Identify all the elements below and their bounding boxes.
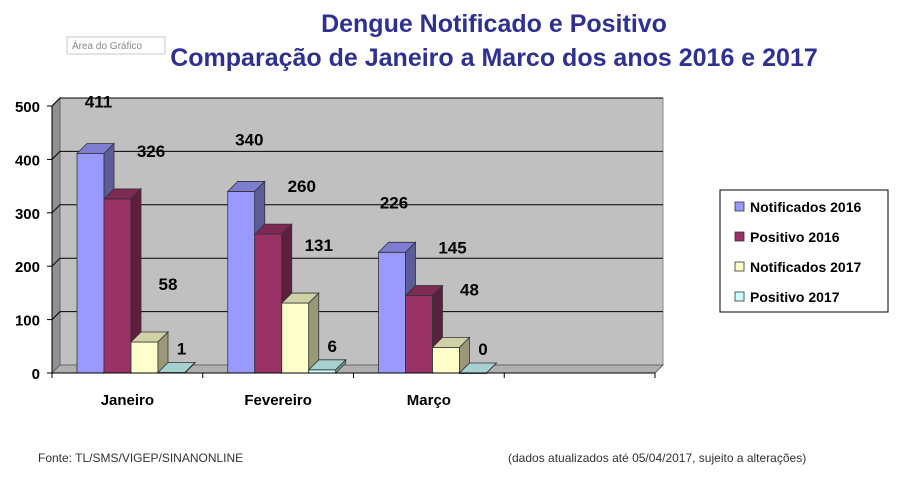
- bar-front: [378, 251, 406, 374]
- side-wall: [51, 96, 61, 375]
- legend-entry: Notificados 2017: [750, 259, 861, 275]
- back-wall: [59, 97, 664, 366]
- data-label: 411: [85, 93, 112, 112]
- data-label: 145: [438, 239, 466, 258]
- legend-box: [719, 189, 889, 313]
- gridline: [51, 311, 663, 320]
- data-label: 0: [478, 340, 487, 359]
- data-label: 1: [177, 339, 186, 358]
- x-tick-label: Janeiro: [101, 392, 154, 409]
- bar: [253, 223, 293, 374]
- bar-front: [103, 198, 132, 374]
- legend-entry: Positivo 2016: [750, 229, 840, 245]
- bar: [103, 187, 142, 374]
- bar-front: [254, 233, 283, 374]
- chart-title: Dengue Notificado e Positivo Comparação …: [170, 10, 818, 72]
- y-tick-label: 400: [15, 152, 40, 169]
- legend-swatch: [734, 261, 745, 272]
- y-axis: 0 100 200 300 400 500: [15, 99, 53, 383]
- chart-area-tooltip: Área do Gráfico: [66, 36, 166, 55]
- bar: [307, 358, 347, 374]
- y-tick-label: 200: [15, 259, 40, 276]
- data-label: 58: [159, 275, 178, 294]
- footer-note: (dados atualizados até 05/04/2017, sujei…: [508, 451, 806, 465]
- gridline: [51, 150, 663, 160]
- x-axis: Janeiro Fevereiro Março: [51, 372, 656, 409]
- data-label: 226: [380, 193, 408, 212]
- y-tick-label: 100: [15, 313, 40, 330]
- data-label: 6: [328, 337, 337, 356]
- legend-swatch: [734, 201, 745, 212]
- data-labels: 411 326 58 1 340 260 131 6 226 145 48 0: [85, 93, 488, 359]
- legend-entry: Notificados 2016: [750, 199, 861, 215]
- bar-front: [281, 302, 310, 374]
- bar-front: [227, 191, 256, 374]
- y-tick-label: 500: [15, 99, 40, 116]
- legend-swatch: [734, 231, 745, 242]
- bar: [280, 292, 320, 374]
- bars: [76, 142, 498, 374]
- y-tick-label: 0: [32, 366, 40, 383]
- chart-title-line-2: Comparação de Janeiro a Marco dos anos 2…: [170, 44, 818, 72]
- gridlines: [51, 97, 663, 320]
- gridline: [51, 97, 663, 107]
- data-label: 326: [137, 142, 165, 161]
- chart-title-line-1: Dengue Notificado e Positivo: [321, 10, 667, 38]
- footer: Fonte: TL/SMS/VIGEP/SINANONLINE (dados a…: [38, 451, 806, 465]
- bar-front: [130, 341, 159, 374]
- x-tick-label: Março: [407, 392, 451, 409]
- legend-entry: Positivo 2017: [750, 289, 840, 305]
- bar-front: [76, 153, 105, 374]
- x-tick-label: Fevereiro: [244, 392, 312, 409]
- bar: [130, 331, 169, 374]
- data-label: 48: [460, 280, 479, 299]
- legend-swatch: [734, 291, 745, 302]
- bar-front: [405, 295, 433, 374]
- data-label: 340: [235, 130, 263, 149]
- footer-source: Fonte: TL/SMS/VIGEP/SINANONLINE: [38, 451, 243, 465]
- legend: Notificados 2016 Positivo 2016 Notificados…: [719, 189, 889, 313]
- bar-side: [335, 358, 347, 374]
- data-label: 131: [305, 236, 333, 255]
- chart-area-tooltip-text: Área do Gráfico: [72, 39, 142, 52]
- data-label: 260: [288, 177, 316, 196]
- gridline: [51, 257, 663, 267]
- bar-side: [486, 362, 497, 374]
- gridline: [51, 204, 663, 214]
- bar-front: [432, 346, 460, 374]
- bar: [431, 336, 471, 374]
- y-tick-label: 300: [15, 206, 40, 223]
